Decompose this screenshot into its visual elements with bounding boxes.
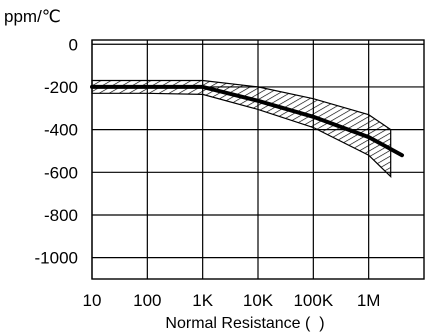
y-tick-label: -800 xyxy=(44,206,78,225)
x-tick-label: 10 xyxy=(83,291,102,310)
grid xyxy=(91,40,424,279)
line-layer xyxy=(90,84,404,158)
x-axis-label: Normal Resistance ( ) xyxy=(165,315,324,332)
y-tick-labels: 0 -200 -400 -600 -800 -1000 xyxy=(35,35,78,267)
y-tick-label: -600 xyxy=(44,163,78,182)
x-tick-label: 10K xyxy=(243,291,274,310)
x-tick-label: 100K xyxy=(293,291,333,310)
tolerance-band-layer xyxy=(91,79,392,179)
x-tick-label: 1K xyxy=(192,291,213,310)
y-axis-label: ppm/℃ xyxy=(4,7,61,26)
y-tick-label: -200 xyxy=(44,78,78,97)
y-tick-label: 0 xyxy=(69,35,78,54)
y-tick-label: -1000 xyxy=(35,249,78,268)
series-line xyxy=(90,84,404,158)
x-tick-labels: 10 100 1K 10K 100K 1M xyxy=(83,291,381,310)
y-tick-label: -400 xyxy=(44,121,78,140)
x-tick-label: 100 xyxy=(133,291,161,310)
tolerance-band xyxy=(91,79,392,179)
plot-frame xyxy=(91,39,425,280)
x-tick-label: 1M xyxy=(357,291,381,310)
